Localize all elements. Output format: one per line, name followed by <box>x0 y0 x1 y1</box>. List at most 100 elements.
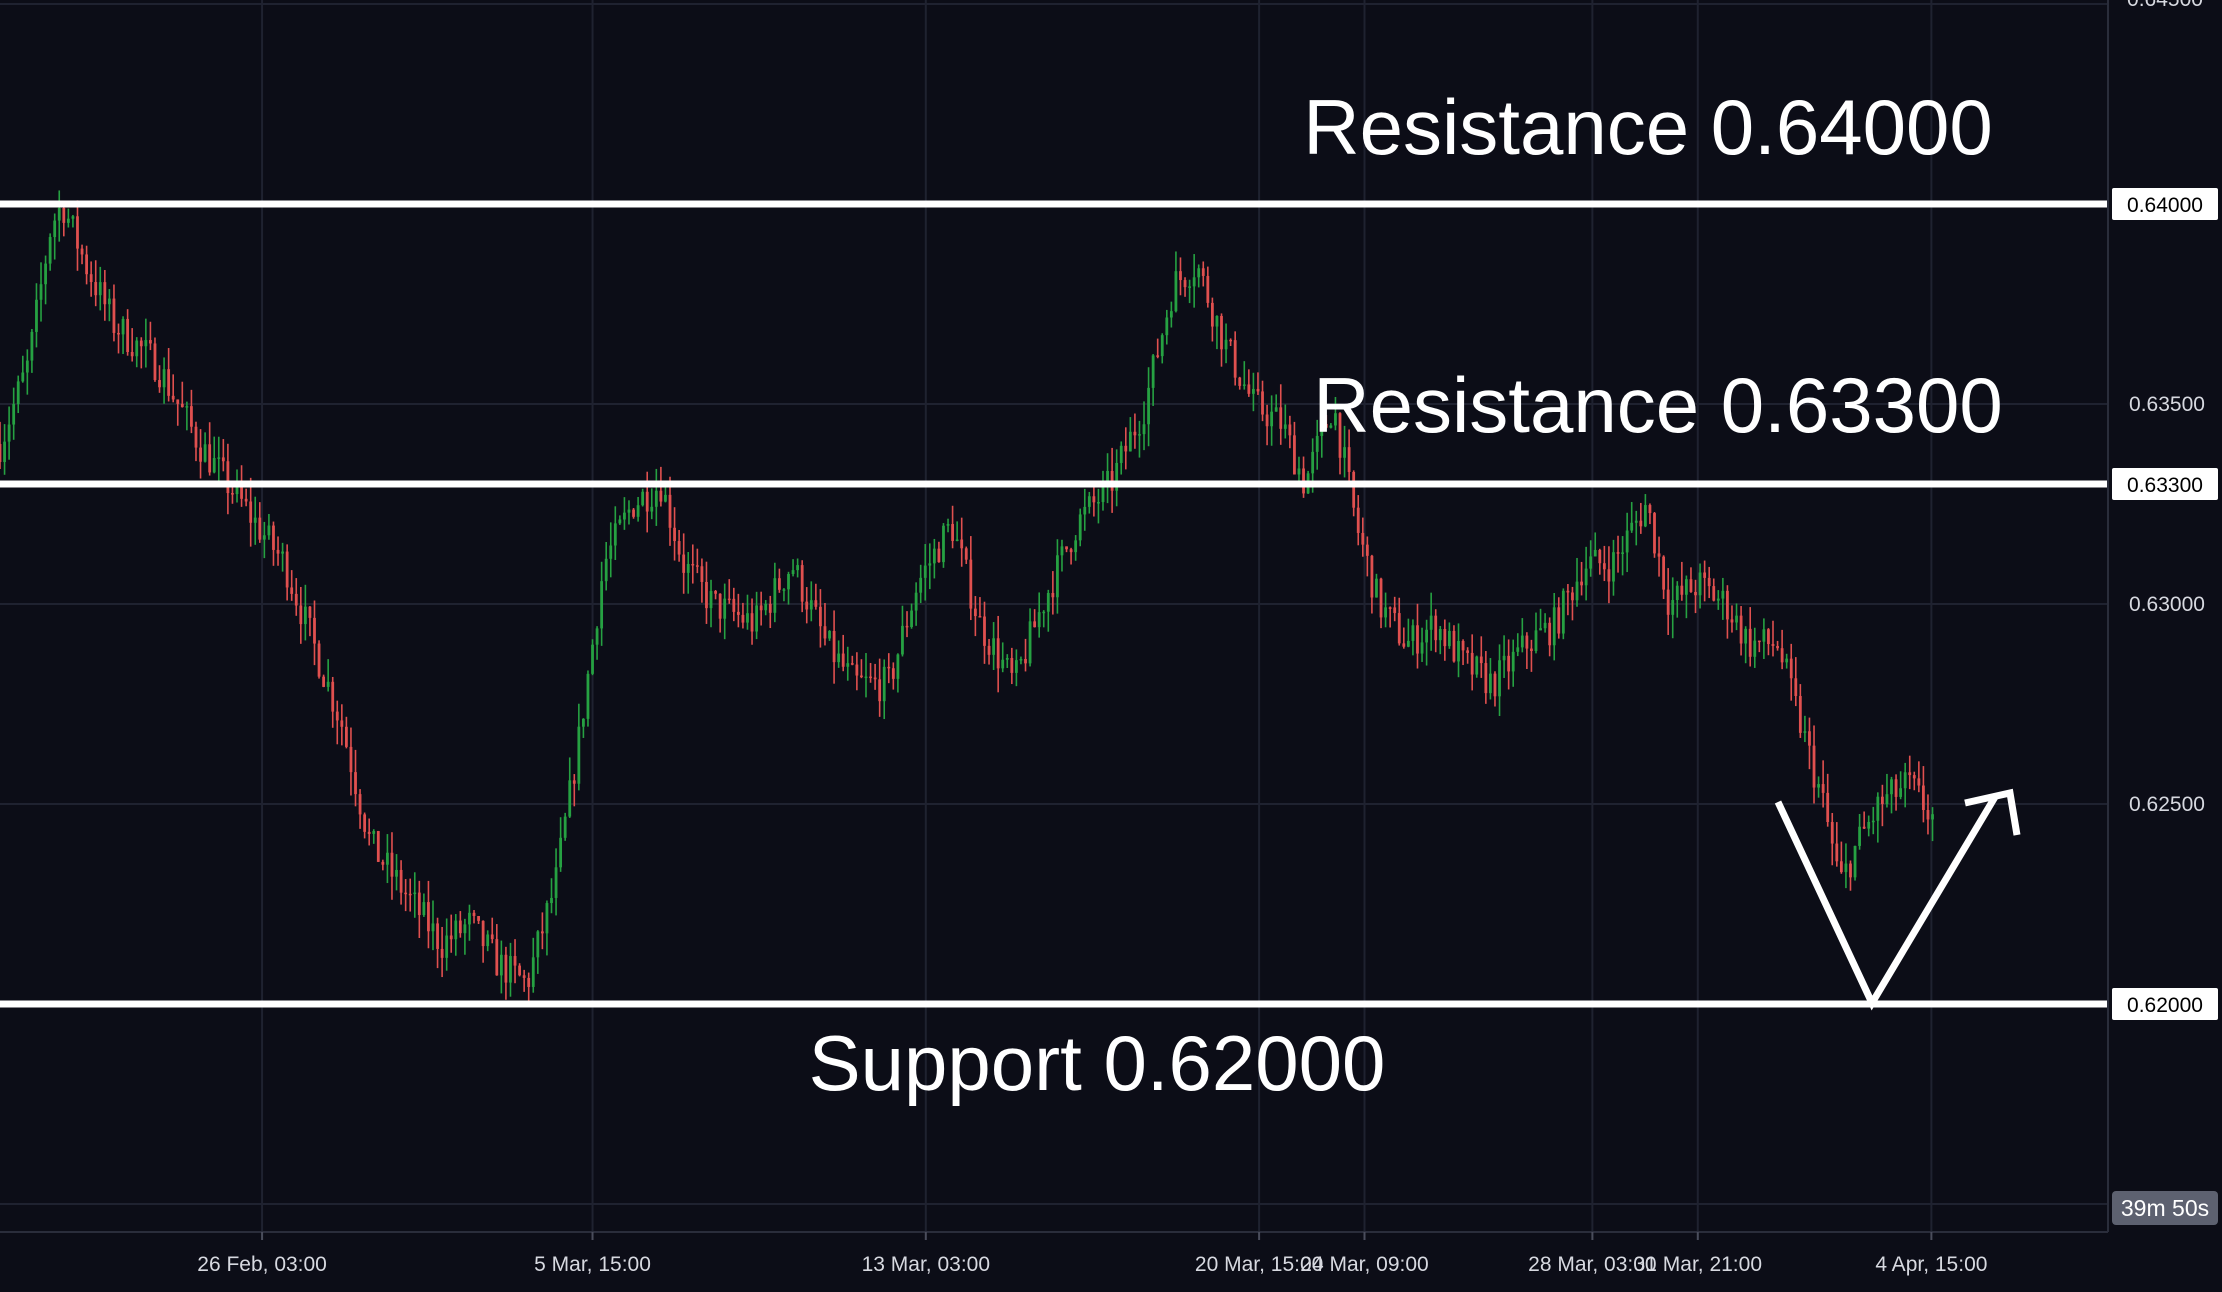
candle-body <box>272 525 275 550</box>
candle-body <box>1484 663 1488 694</box>
candle-body <box>1643 505 1647 527</box>
candle-body <box>1694 591 1697 596</box>
candle-body <box>1539 628 1542 631</box>
time-tick-label: 24 Mar, 09:00 <box>1300 1253 1428 1276</box>
candle-body <box>1470 652 1474 675</box>
candle-body <box>636 505 640 517</box>
candle-body <box>199 447 202 462</box>
candle-body <box>244 498 248 502</box>
candle-body <box>57 207 61 221</box>
candle-body <box>960 539 964 549</box>
candle-body <box>518 965 521 976</box>
candle-body <box>1361 532 1365 545</box>
candle-body <box>3 441 6 462</box>
candle-body <box>773 578 777 613</box>
candle-body <box>996 638 1000 669</box>
candle-body <box>1014 660 1018 673</box>
candle-body <box>718 593 722 619</box>
candle-body <box>171 395 175 400</box>
candle-body <box>7 424 11 442</box>
candle-body <box>759 605 763 611</box>
candle-body <box>992 638 996 655</box>
candle-body <box>1001 659 1005 669</box>
candle-body <box>1365 544 1369 556</box>
candle-body <box>1785 658 1789 663</box>
candle-body <box>609 545 613 559</box>
projection-path <box>1774 795 1999 1011</box>
candle-body <box>1056 555 1059 598</box>
candle-body <box>1648 505 1652 514</box>
candle-body <box>48 237 52 264</box>
candle-body <box>923 565 927 578</box>
candle-body <box>695 565 699 567</box>
candle-body <box>1685 579 1688 595</box>
candle-body <box>190 406 193 427</box>
candle-body <box>281 551 284 554</box>
candle-body <box>144 340 148 347</box>
candle-body <box>1917 778 1921 786</box>
price-tag-label-resistance_high: 0.64000 <box>2127 194 2203 217</box>
candle-body <box>582 718 585 727</box>
candle-body <box>1534 630 1538 651</box>
candle-body <box>559 837 563 868</box>
candle-body <box>422 902 426 916</box>
candle-body <box>572 780 576 784</box>
candle-body <box>1247 384 1251 394</box>
candle-body <box>1876 796 1880 821</box>
candle-body <box>1830 822 1834 844</box>
candle-body <box>1252 388 1255 394</box>
candle-body <box>331 681 335 712</box>
candle-body <box>677 541 681 555</box>
candle-body <box>326 681 330 687</box>
candle-body <box>395 869 398 877</box>
candle-body <box>509 956 512 983</box>
price-tick-label: 0.64500 <box>2127 0 2203 11</box>
candle-body <box>714 591 717 594</box>
candle-body <box>481 920 485 947</box>
candle-body <box>618 519 622 524</box>
candle-body <box>1183 280 1187 288</box>
time-axis[interactable]: 26 Feb, 03:00 5 Mar, 15:00 13 Mar, 03:00 20… <box>0 1231 2108 1276</box>
candle-body <box>299 605 303 625</box>
candle-body <box>1065 546 1068 550</box>
candle-body <box>563 816 567 838</box>
candle-body <box>1890 779 1893 795</box>
candle-body <box>1566 590 1570 593</box>
candle-body <box>1634 520 1638 523</box>
candle-body <box>910 610 913 627</box>
candle-body <box>1862 826 1866 829</box>
candle-body <box>1726 590 1729 620</box>
price-axis[interactable]: 0.64500 0.63500 0.63000 0.62500 0.64000 0.633… <box>2107 0 2222 1292</box>
candle-body <box>1721 590 1725 599</box>
candle-body <box>1858 826 1861 846</box>
candle-body <box>1703 572 1707 578</box>
candle-body <box>809 600 813 610</box>
candle-body <box>0 444 2 462</box>
candle-body <box>613 523 617 546</box>
candle-body <box>431 923 435 932</box>
candle-body <box>231 493 234 495</box>
candle-body <box>1580 581 1583 586</box>
candle-body <box>454 920 458 940</box>
candle-body <box>1197 268 1201 278</box>
candle-body <box>1871 820 1875 823</box>
candle-body <box>1612 552 1615 582</box>
candle-body <box>1753 640 1757 657</box>
candle-body <box>349 746 353 773</box>
candle-body <box>1812 745 1816 788</box>
candle-body <box>1046 592 1050 612</box>
candle-body <box>777 578 781 590</box>
candle-body <box>914 592 918 611</box>
candle-body <box>1808 731 1811 746</box>
candle-body <box>1479 656 1483 664</box>
candle-body <box>554 867 558 898</box>
candle-body <box>1489 673 1492 694</box>
candle-body <box>1498 660 1501 697</box>
candle-body <box>750 613 754 632</box>
candle-body <box>290 587 294 594</box>
candle-body <box>66 218 70 223</box>
candle-body <box>495 939 499 976</box>
candle-body <box>623 512 626 520</box>
candle-body <box>504 954 508 983</box>
candle-body <box>1375 578 1378 598</box>
